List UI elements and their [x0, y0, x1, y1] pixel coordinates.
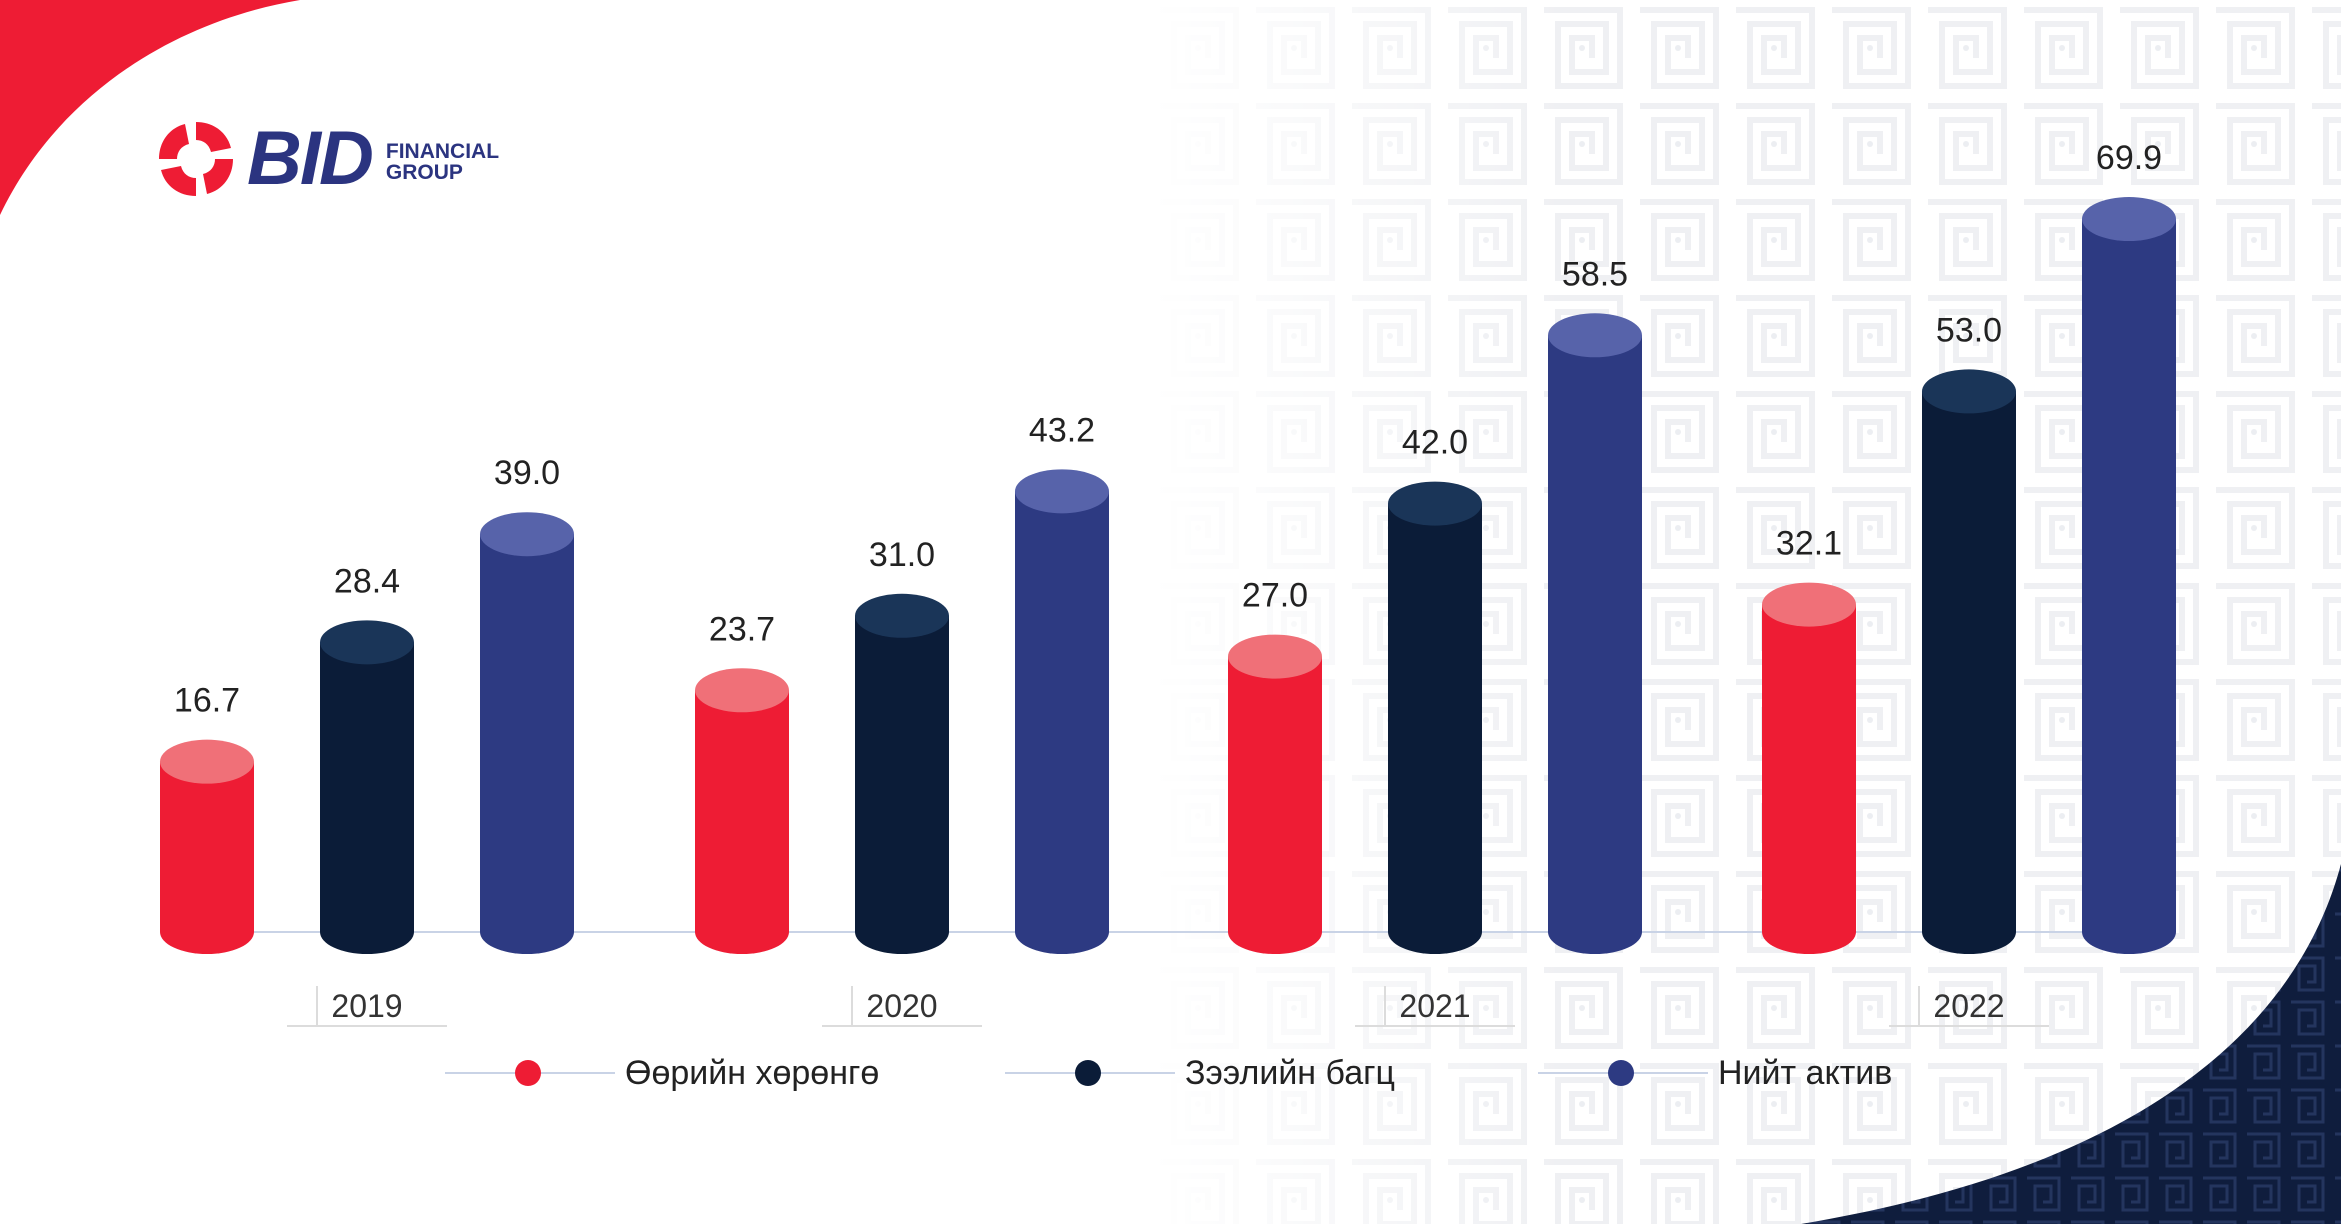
data-label: 39.0: [494, 454, 560, 492]
corner-decoration-navy: [1801, 864, 2341, 1224]
bar-navy-2019: [320, 620, 414, 954]
data-label: 42.0: [1402, 424, 1468, 462]
bar-red-2022: [1762, 582, 1856, 954]
category-tick-label: 2019: [331, 988, 402, 1024]
legend-label: Зээлийн багц: [1185, 1054, 1396, 1092]
data-label: 16.7: [174, 682, 240, 720]
legend-dot-blue: [1608, 1060, 1634, 1086]
data-label: 23.7: [709, 610, 775, 648]
legend-dot-red: [515, 1060, 541, 1086]
bar-red-2020: [695, 668, 789, 954]
brand-name: BID: [247, 116, 374, 201]
brand-subtitle: FINANCIAL GROUP: [386, 141, 499, 183]
data-label: 69.9: [2096, 139, 2162, 177]
data-label: 43.2: [1029, 411, 1095, 449]
brand-sub-line2: GROUP: [385, 161, 463, 184]
data-label: 53.0: [1936, 311, 2002, 349]
data-label: 27.0: [1242, 577, 1308, 615]
data-label: 31.0: [869, 536, 935, 574]
bar-navy-2022: [1922, 369, 2016, 954]
data-label: 32.1: [1776, 525, 1842, 563]
bar-blue-2019: [480, 512, 574, 954]
legend-dot-navy: [1075, 1060, 1101, 1086]
bar-blue-2021: [1548, 313, 1642, 954]
category-tick-label: 2021: [1399, 988, 1470, 1024]
bar-red-2021: [1228, 634, 1322, 954]
bar-navy-2021: [1388, 481, 1482, 954]
data-label: 28.4: [334, 562, 400, 600]
bar-red-2019: [160, 739, 254, 954]
bar-blue-2022: [2082, 197, 2176, 954]
legend-label: Өөрийн хөрөнгө: [625, 1054, 880, 1092]
category-tick-label: 2020: [866, 988, 937, 1024]
category-tick-label: 2022: [1933, 988, 2004, 1024]
bar-blue-2020: [1015, 469, 1109, 954]
bar-navy-2020: [855, 593, 949, 954]
brand-sub-line1: FINANCIAL: [385, 140, 500, 163]
chart-legend: Өөрийн хөрөнгө Зээлийн багц Нийт актив: [0, 1048, 2341, 1098]
corner-decoration-red: [0, 0, 300, 215]
legend-label: Нийт актив: [1718, 1054, 1893, 1092]
data-label: 58.5: [1562, 255, 1628, 293]
bid-logo-icon: [159, 122, 233, 196]
brand-logo: BID FINANCIAL GROUP: [155, 118, 499, 200]
